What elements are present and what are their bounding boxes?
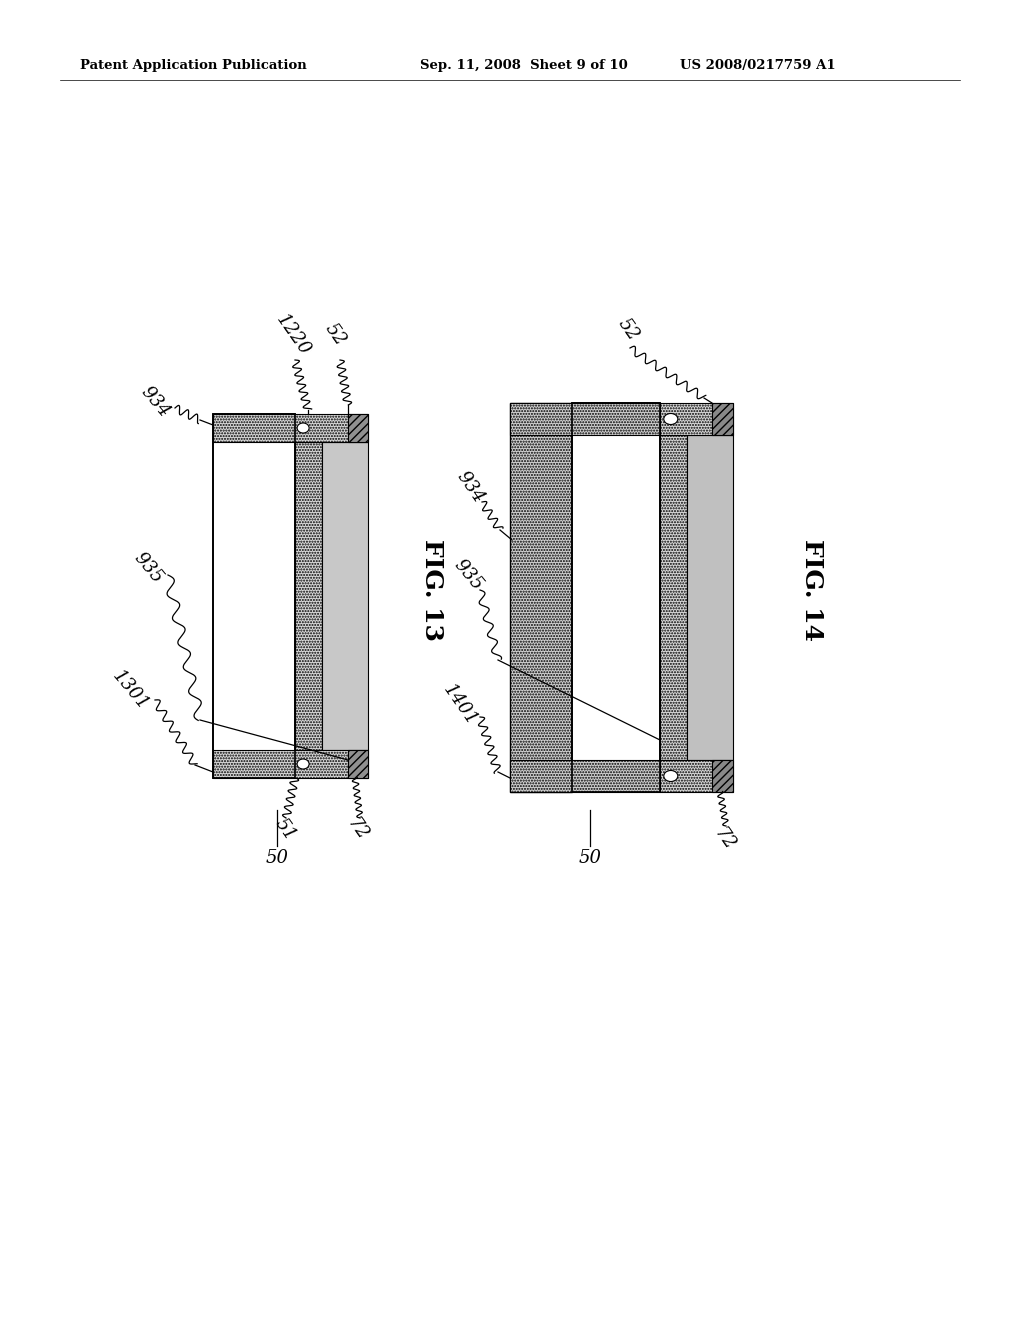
Bar — [687, 436, 733, 760]
Text: Patent Application Publication: Patent Application Publication — [80, 58, 307, 71]
Bar — [322, 442, 368, 750]
Text: 1220: 1220 — [272, 312, 313, 359]
Bar — [510, 403, 660, 436]
Text: 934: 934 — [137, 383, 173, 421]
Text: 72: 72 — [344, 816, 372, 845]
Bar — [660, 403, 733, 436]
Text: 50: 50 — [265, 849, 289, 867]
Bar — [660, 760, 733, 792]
Bar — [213, 750, 368, 777]
Bar — [348, 414, 368, 442]
Text: 51: 51 — [271, 816, 299, 845]
Ellipse shape — [664, 413, 678, 425]
Text: FIG. 14: FIG. 14 — [800, 539, 824, 642]
Text: US 2008/0217759 A1: US 2008/0217759 A1 — [680, 58, 836, 71]
Bar — [510, 760, 660, 792]
Text: FIG. 13: FIG. 13 — [420, 539, 444, 642]
Text: 72: 72 — [711, 825, 739, 854]
Bar — [572, 403, 660, 792]
Text: 52: 52 — [322, 321, 349, 350]
Text: 52: 52 — [614, 315, 642, 345]
Bar — [660, 436, 687, 760]
Text: 935: 935 — [450, 556, 486, 594]
Bar — [572, 403, 660, 792]
Text: Sep. 11, 2008  Sheet 9 of 10: Sep. 11, 2008 Sheet 9 of 10 — [420, 58, 628, 71]
Bar — [213, 414, 295, 777]
Ellipse shape — [297, 422, 309, 433]
Text: 1301: 1301 — [109, 667, 152, 713]
Bar — [712, 403, 733, 436]
Bar — [213, 414, 368, 442]
Text: 50: 50 — [579, 849, 601, 867]
Bar — [510, 403, 572, 792]
Text: 934: 934 — [453, 467, 487, 507]
Ellipse shape — [297, 759, 309, 770]
Bar — [712, 760, 733, 792]
Bar — [348, 750, 368, 777]
Text: 1401: 1401 — [439, 681, 480, 729]
Ellipse shape — [664, 771, 678, 781]
Text: 935: 935 — [130, 549, 166, 587]
Bar — [213, 414, 295, 777]
Bar — [295, 442, 322, 750]
